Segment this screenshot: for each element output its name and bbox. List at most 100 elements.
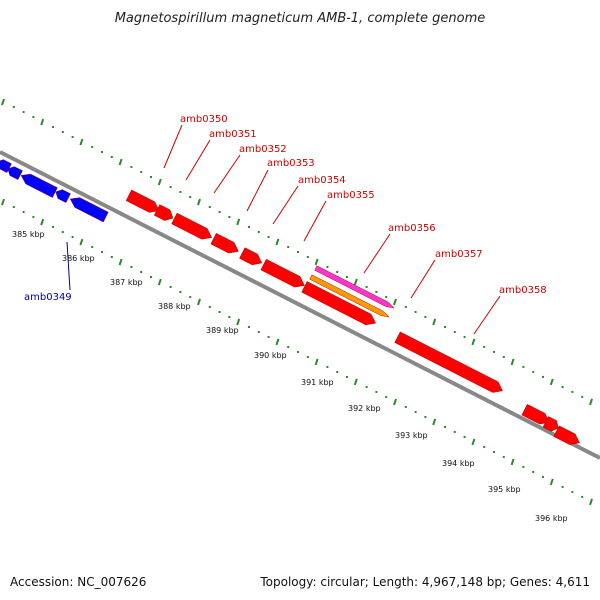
leader-line xyxy=(185,139,211,181)
minor-tick xyxy=(453,430,456,433)
kbp-label: 388 kbp xyxy=(158,302,191,311)
minor-tick xyxy=(110,156,113,159)
minor-tick xyxy=(581,395,584,398)
major-tick xyxy=(197,298,201,306)
minor-tick xyxy=(228,215,231,218)
gene-amb0356-region[interactable] xyxy=(301,281,379,328)
major-tick xyxy=(197,198,201,206)
minor-tick xyxy=(326,265,329,268)
accession-label: Accession: NC_007626 xyxy=(10,575,146,589)
minor-tick xyxy=(267,235,270,238)
gene-amb0356[interactable] xyxy=(314,265,396,310)
gene-label-amb0355[interactable]: amb0355 xyxy=(327,190,375,201)
gene-forward-gene[interactable] xyxy=(542,416,561,433)
minor-tick xyxy=(267,335,270,338)
minor-tick xyxy=(140,171,143,174)
minor-tick xyxy=(52,226,54,229)
major-tick xyxy=(432,318,437,326)
outer-tick-track xyxy=(1,98,593,406)
minor-tick xyxy=(424,415,427,418)
gene-amb0358[interactable] xyxy=(394,331,506,396)
minor-tick xyxy=(522,465,525,468)
major-tick xyxy=(393,298,397,306)
minor-tick xyxy=(502,355,505,358)
kbp-label: 385 kbp xyxy=(12,230,45,239)
gene-amb0351[interactable] xyxy=(153,204,175,224)
major-tick xyxy=(549,378,554,386)
gene-forward-gene[interactable] xyxy=(553,425,583,449)
kbp-label: 390 kbp xyxy=(254,351,287,360)
leader-line xyxy=(272,185,299,225)
major-tick xyxy=(314,258,319,266)
gene-amb0352[interactable] xyxy=(171,212,215,243)
leader-line xyxy=(213,154,241,194)
minor-tick xyxy=(52,126,54,129)
gene-label-amb0357[interactable]: amb0357 xyxy=(435,249,483,260)
gene-label-amb0351[interactable]: amb0351 xyxy=(209,129,257,140)
leader-line xyxy=(363,233,391,274)
genome-backbone xyxy=(0,150,600,460)
reverse-gene[interactable] xyxy=(53,187,71,203)
major-tick xyxy=(314,358,319,366)
major-tick xyxy=(79,238,84,246)
major-tick xyxy=(393,398,397,406)
major-tick xyxy=(40,218,45,226)
minor-tick xyxy=(22,111,25,114)
gene-label-amb0358[interactable]: amb0358 xyxy=(499,285,547,296)
minor-tick xyxy=(571,490,574,493)
minor-tick xyxy=(228,315,231,318)
minor-tick xyxy=(453,330,456,333)
minor-tick xyxy=(365,385,368,388)
gene-amb0353[interactable] xyxy=(210,233,241,256)
gene-forward-gene[interactable] xyxy=(521,404,552,427)
reverse-gene[interactable] xyxy=(5,164,23,180)
minor-tick xyxy=(287,245,290,248)
minor-tick xyxy=(542,375,544,378)
major-tick xyxy=(471,338,476,346)
minor-tick xyxy=(32,116,35,119)
major-tick xyxy=(275,338,280,346)
minor-tick xyxy=(150,276,152,279)
minor-tick xyxy=(444,425,446,428)
minor-tick xyxy=(306,255,309,258)
inner-tick-track xyxy=(1,198,593,506)
minor-tick xyxy=(483,445,486,448)
gene-label-amb0356[interactable]: amb0356 xyxy=(388,223,436,234)
gene-amb0355[interactable] xyxy=(260,258,307,291)
gene-label-amb0354[interactable]: amb0354 xyxy=(298,175,346,186)
minor-tick xyxy=(257,330,260,333)
minor-tick xyxy=(336,270,339,273)
gene-label-amb0352[interactable]: amb0352 xyxy=(239,144,287,155)
minor-tick xyxy=(581,495,584,498)
major-tick xyxy=(118,158,123,166)
minor-tick xyxy=(189,296,192,299)
major-tick xyxy=(589,398,593,406)
reverse-gene[interactable] xyxy=(68,194,109,223)
major-tick xyxy=(353,378,358,386)
kbp-label: 392 kbp xyxy=(348,404,381,413)
kbp-label: 394 kbp xyxy=(442,459,475,468)
gene-label-amb0353[interactable]: amb0353 xyxy=(267,158,315,169)
gene-amb0354[interactable] xyxy=(239,247,264,269)
kbp-label: 396 kbp xyxy=(535,514,568,523)
major-tick xyxy=(471,438,476,446)
gene-label-amb0350[interactable]: amb0350 xyxy=(180,114,228,125)
leader-line xyxy=(303,200,327,242)
major-tick xyxy=(118,258,123,266)
minor-tick xyxy=(257,230,260,233)
minor-tick xyxy=(483,345,486,348)
minor-tick xyxy=(375,290,378,293)
minor-tick xyxy=(561,385,564,388)
major-tick xyxy=(236,218,241,226)
major-tick xyxy=(549,478,554,486)
gene-amb0350[interactable] xyxy=(125,189,162,216)
minor-tick xyxy=(101,151,103,154)
kbp-label: 395 kbp xyxy=(488,485,521,494)
gene-amb0357[interactable] xyxy=(309,274,391,319)
kbp-label: 391 kbp xyxy=(301,378,334,387)
minor-tick xyxy=(61,131,64,134)
minor-tick xyxy=(404,405,407,408)
gene-label-amb0349[interactable]: amb0349 xyxy=(24,292,72,303)
reverse-gene[interactable] xyxy=(19,170,58,198)
